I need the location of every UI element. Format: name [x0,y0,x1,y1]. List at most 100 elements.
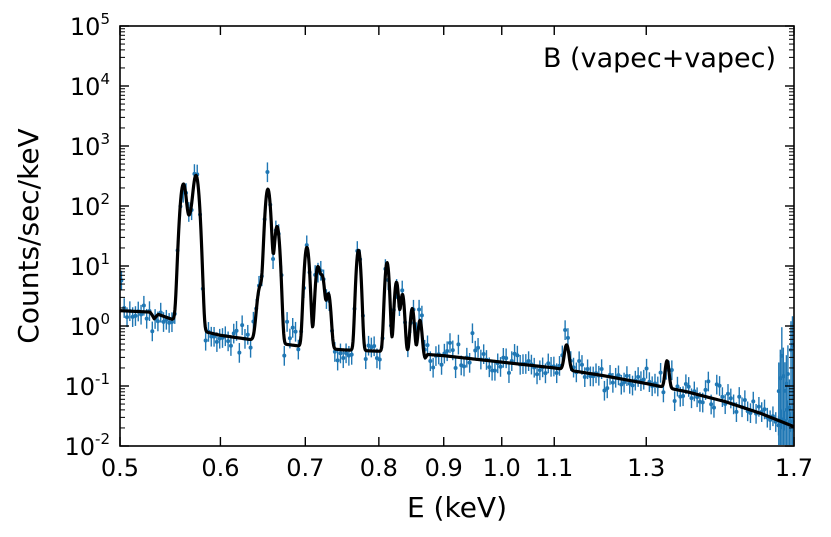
x-tick-label: 0.5 [101,454,139,482]
data-point [341,348,346,369]
y-tick-label: 105 [70,10,110,41]
data-point [453,358,458,379]
plot-background [120,26,794,446]
data-point [554,363,559,384]
data-point [602,380,607,401]
data-point [217,328,222,349]
data-point [470,323,475,344]
data-point [737,387,742,407]
data-point [577,351,582,372]
data-point [473,340,478,361]
data-point [526,351,531,371]
data-point [335,350,340,371]
data-point [492,360,497,381]
x-tick-label: 0.9 [425,454,463,482]
plot-area [118,26,796,446]
data-point [616,365,621,386]
x-tick-label: 1.7 [775,454,813,482]
data-point [515,345,520,366]
data-point [425,335,430,356]
y-tick-label: 10-1 [64,370,110,401]
data-point [344,343,349,364]
data-point [669,360,674,381]
data-point [563,320,568,341]
data-point [282,346,287,366]
data-point [585,359,590,380]
x-tick-label: 1.1 [535,454,573,482]
data-point [641,369,646,390]
data-point [417,299,422,320]
data-point [203,330,208,351]
x-tick-label: 0.8 [360,454,398,482]
data-point [447,333,452,353]
data-point [627,374,632,394]
data-point [672,391,677,412]
data-point [248,337,253,358]
data-point [605,378,610,399]
data-point [535,364,540,385]
data-point [462,356,467,377]
data-point [265,162,270,183]
data-point [445,341,450,362]
data-point [504,348,509,369]
data-point [296,339,301,360]
chart-annotation: B (vapec+vapec) [543,43,776,74]
data-point [624,366,629,386]
plot-frame [119,25,795,447]
data-point [237,343,242,363]
data-point [439,355,444,375]
data-point [751,391,756,412]
data-point [133,306,138,326]
data-point [456,334,461,355]
x-tick-label: 0.7 [286,454,324,482]
y-tick-label: 100 [70,310,110,341]
data-point [582,367,587,387]
data-point [506,363,511,383]
y-tick-label: 102 [70,190,110,221]
data-point [228,336,233,356]
x-axis-label: E (keV) [407,491,507,524]
data-point [231,323,236,344]
data-point [622,372,627,393]
data-point [293,321,298,342]
x-tick-label: 1.3 [627,454,665,482]
data-point [245,324,250,345]
data-point [644,358,649,379]
data-point [675,376,680,397]
data-point [372,336,377,357]
data-point [169,312,174,333]
y-tick-label: 103 [70,130,110,161]
data-point [431,357,436,378]
axis-ticks [119,25,795,447]
data-point [776,362,781,445]
data-point [150,321,155,342]
data-point [546,353,551,374]
x-tick-label: 1.0 [483,454,521,482]
data-point [692,381,697,402]
data-point [658,362,663,383]
y-tick-labels: 10-2 10-1 100 101 102 103 104 105 [64,10,110,461]
model-line [118,173,796,429]
data-point [161,312,166,332]
data-point [476,338,481,358]
y-axis-label: Counts/sec/keV [12,128,45,343]
y-tick-label: 10-2 [64,430,110,461]
data-point [285,312,290,332]
data-point [717,376,722,396]
data-point [711,398,716,418]
data-point [726,384,731,404]
data-point [537,360,542,381]
data-point [377,349,382,370]
y-tick-label: 101 [70,250,110,281]
data-point [139,304,144,325]
data-point [363,349,368,370]
y-tick-label: 104 [70,70,110,101]
data-point [290,318,295,338]
x-tick-label: 0.6 [201,454,239,482]
data-point [240,315,245,336]
data-point [720,387,725,407]
data-point [498,357,503,377]
data-point [630,375,635,396]
x-tick-labels: 0.5 0.6 0.7 0.8 0.9 1.0 1.1 1.3 1.7 [101,454,813,482]
